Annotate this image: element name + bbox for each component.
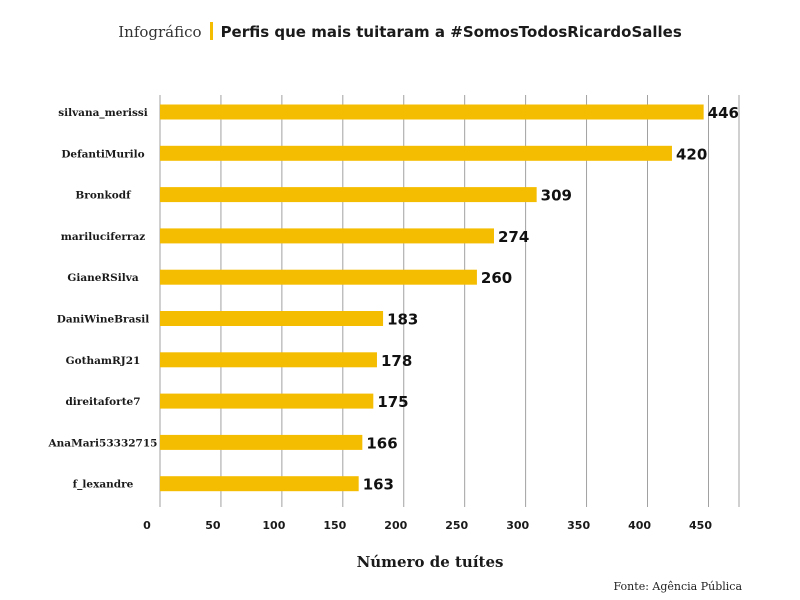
value-label: 175 bbox=[377, 393, 408, 411]
category-label: AnaMari53332715 bbox=[48, 437, 158, 449]
x-tick-label: 350 bbox=[567, 519, 590, 532]
x-tick-label: 100 bbox=[262, 519, 285, 532]
category-label: GothamRJ21 bbox=[66, 355, 141, 367]
x-tick-label: 150 bbox=[323, 519, 346, 532]
value-label: 309 bbox=[541, 187, 572, 205]
value-label: 183 bbox=[387, 311, 418, 329]
value-labels: 446 420 309 274 260 183 178 175 166 163 bbox=[363, 104, 739, 494]
bar bbox=[160, 434, 363, 450]
category-label: f_lexandre bbox=[73, 479, 134, 492]
bar bbox=[160, 269, 477, 285]
bar bbox=[160, 476, 359, 492]
value-label: 446 bbox=[708, 104, 739, 122]
x-tick-label: 400 bbox=[628, 519, 651, 532]
category-label: Bronkodf bbox=[75, 190, 132, 202]
x-tick-label: 450 bbox=[689, 519, 712, 532]
category-label: silvana_merissi bbox=[58, 107, 148, 120]
value-label: 163 bbox=[363, 476, 394, 494]
bar bbox=[160, 228, 494, 244]
bar bbox=[160, 187, 537, 203]
category-label: DaniWineBrasil bbox=[57, 314, 150, 326]
category-label: DefantiMurilo bbox=[61, 148, 144, 160]
category-label: mariluciferraz bbox=[61, 231, 146, 243]
chart-header: Infográfico Perfis que mais tuitaram a #S… bbox=[0, 22, 800, 41]
value-label: 420 bbox=[676, 145, 707, 163]
source-note: Fonte: Agência Pública bbox=[613, 580, 742, 593]
x-tick-label: 300 bbox=[506, 519, 529, 532]
x-tick-labels: 0 50 100 150 200 250 300 350 400 450 bbox=[143, 519, 712, 532]
kicker: Infográfico bbox=[118, 23, 202, 41]
bars bbox=[160, 104, 704, 492]
x-axis-label: Número de tuítes bbox=[356, 553, 504, 571]
chart-title: Perfis que mais tuitaram a #SomosTodosRi… bbox=[220, 23, 682, 41]
bar bbox=[160, 145, 672, 161]
header-separator bbox=[209, 22, 213, 40]
value-label: 166 bbox=[366, 434, 397, 452]
x-tick-label: 50 bbox=[205, 519, 221, 532]
bar bbox=[160, 352, 377, 368]
bar bbox=[160, 311, 384, 326]
category-label: direitaforte7 bbox=[65, 396, 140, 408]
x-tick-label: 250 bbox=[445, 519, 468, 532]
value-label: 274 bbox=[498, 228, 529, 246]
category-labels: silvana_merissi DefantiMurilo Bronkodf mari… bbox=[48, 107, 158, 492]
bar bbox=[160, 393, 374, 409]
x-tick-label: 200 bbox=[384, 519, 407, 532]
category-label: GianeRSilva bbox=[67, 272, 138, 284]
x-tick-label: 0 bbox=[143, 519, 151, 532]
value-label: 178 bbox=[381, 352, 412, 370]
value-label: 260 bbox=[481, 269, 512, 287]
bar bbox=[160, 104, 704, 120]
